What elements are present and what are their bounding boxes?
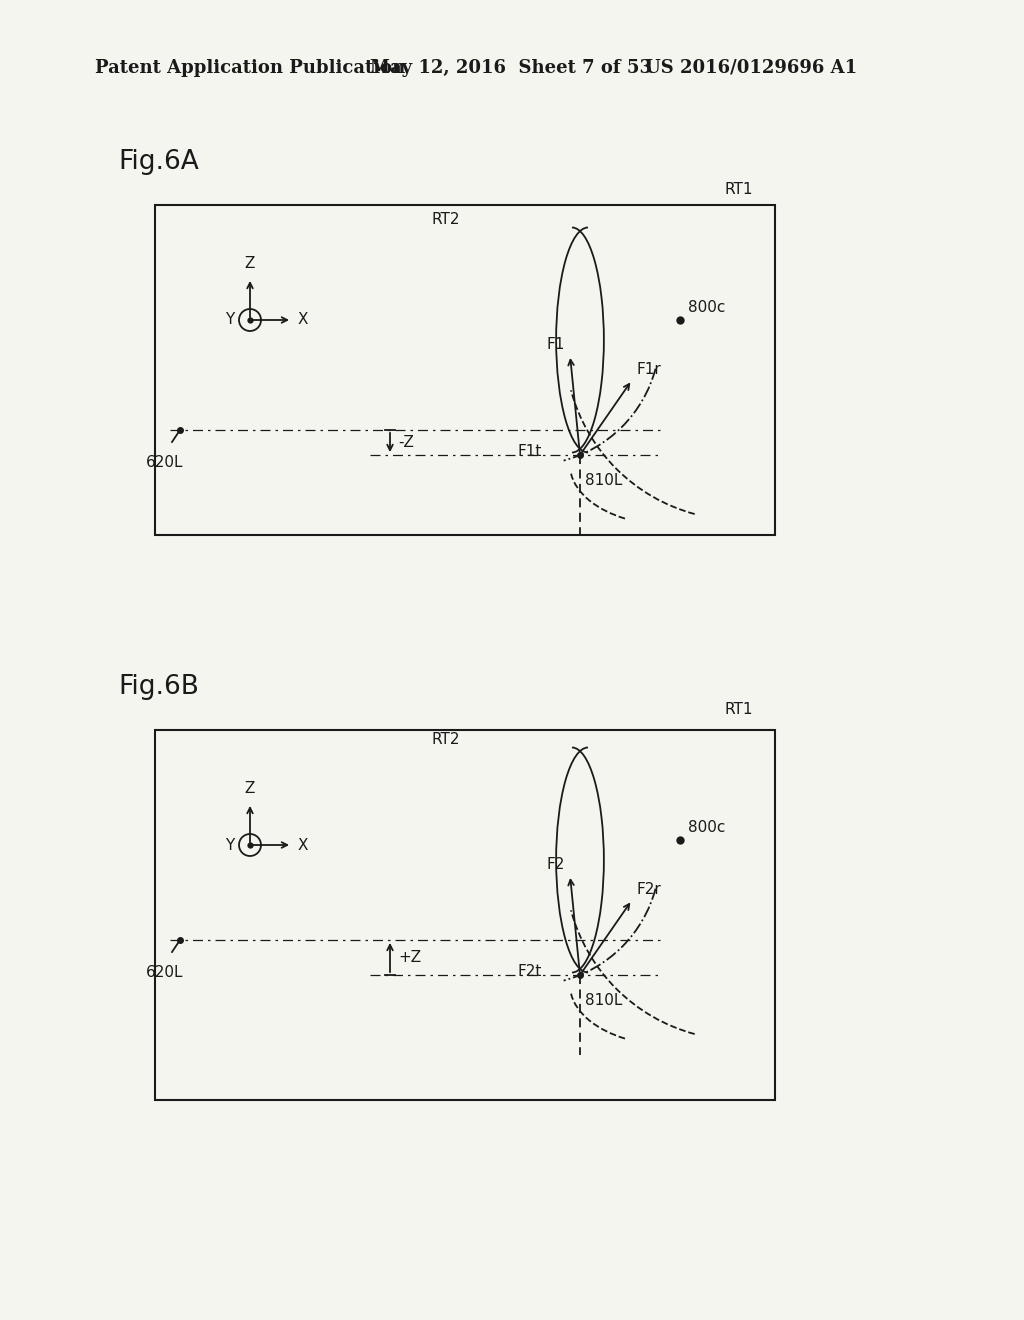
Text: X: X bbox=[298, 837, 308, 853]
Text: 810L: 810L bbox=[585, 993, 623, 1008]
Text: Y: Y bbox=[224, 313, 234, 327]
Text: 800c: 800c bbox=[688, 300, 725, 315]
Text: Patent Application Publication: Patent Application Publication bbox=[95, 59, 406, 77]
Text: 620L: 620L bbox=[146, 455, 183, 470]
Text: 620L: 620L bbox=[146, 965, 183, 979]
Text: US 2016/0129696 A1: US 2016/0129696 A1 bbox=[645, 59, 857, 77]
Text: F1r: F1r bbox=[637, 362, 662, 378]
Bar bbox=[155, 730, 775, 1100]
Text: Y: Y bbox=[224, 837, 234, 853]
Text: RT1: RT1 bbox=[725, 702, 754, 718]
Text: X: X bbox=[298, 313, 308, 327]
Text: 810L: 810L bbox=[585, 473, 623, 488]
Text: RT2: RT2 bbox=[431, 733, 460, 747]
Text: F2: F2 bbox=[547, 857, 565, 873]
Text: 800c: 800c bbox=[688, 820, 725, 836]
Text: Z: Z bbox=[245, 781, 255, 796]
Text: F1: F1 bbox=[547, 337, 565, 352]
Text: RT2: RT2 bbox=[431, 213, 460, 227]
Text: -Z: -Z bbox=[398, 436, 414, 450]
Text: May 12, 2016  Sheet 7 of 53: May 12, 2016 Sheet 7 of 53 bbox=[370, 59, 652, 77]
Text: Fig.6A: Fig.6A bbox=[118, 149, 199, 176]
Text: Z: Z bbox=[245, 256, 255, 271]
Text: Fig.6B: Fig.6B bbox=[118, 675, 199, 700]
Text: F1t: F1t bbox=[517, 444, 542, 458]
Text: F2t: F2t bbox=[517, 964, 542, 978]
Text: +Z: +Z bbox=[398, 950, 421, 965]
Text: F2r: F2r bbox=[637, 882, 662, 898]
Text: RT1: RT1 bbox=[725, 182, 754, 198]
Bar bbox=[155, 205, 775, 535]
